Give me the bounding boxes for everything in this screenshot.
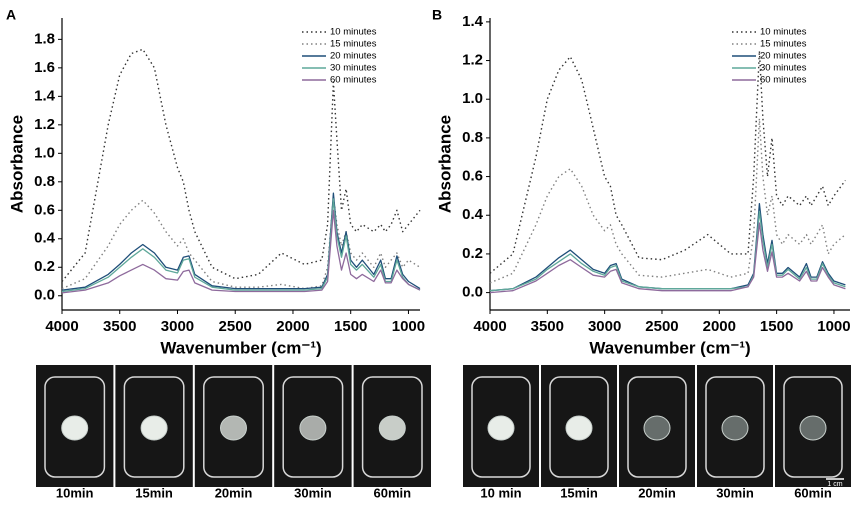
- y-tick-label: 1.2: [34, 116, 55, 133]
- y-tick-label: 1.4: [34, 87, 56, 104]
- panel-label: B: [432, 7, 442, 23]
- x-tick-label: 4000: [473, 318, 506, 335]
- x-tick-label: 3500: [531, 318, 564, 335]
- x-axis-title: Wavenumber (cm⁻¹): [160, 338, 321, 357]
- legend-label: 30 minutes: [330, 63, 377, 74]
- x-tick-label: 1500: [760, 318, 793, 335]
- x-tick-label: 4000: [45, 318, 78, 335]
- x-tick-label: 1500: [334, 318, 367, 335]
- slide-outline: [471, 376, 531, 478]
- slide-outline: [203, 376, 264, 478]
- photo-caption: 15min: [135, 485, 173, 500]
- photo-caption: 10min: [56, 485, 94, 500]
- x-tick-label: 3000: [161, 318, 194, 335]
- x-tick-label: 1000: [817, 318, 850, 335]
- y-tick-label: 0.0: [462, 284, 483, 301]
- x-tick-label: 2500: [219, 318, 252, 335]
- hydrogel: [140, 415, 168, 441]
- y-axis-title: Absorbance: [7, 115, 26, 213]
- photo-caption: 20min: [215, 485, 253, 500]
- photo-caption: 10 min: [480, 485, 521, 500]
- scale-bar-label: 1 cm: [827, 481, 842, 488]
- slide-outline: [783, 376, 843, 478]
- y-tick-label: 1.0: [34, 144, 55, 161]
- y-tick-label: 0.6: [462, 168, 483, 185]
- hydrogel: [487, 415, 515, 441]
- series-line: [61, 48, 421, 282]
- x-tick-label: 3500: [103, 318, 136, 335]
- x-axis-title: Wavenumber (cm⁻¹): [589, 338, 750, 357]
- y-tick-label: 1.4: [462, 13, 484, 30]
- slide-outline: [361, 376, 423, 478]
- photo-caption: 15min: [560, 485, 598, 500]
- slide-outline: [705, 376, 765, 478]
- y-axis-title: Absorbance: [435, 115, 454, 213]
- legend-label: 60 minutes: [760, 75, 807, 86]
- hydrogel: [61, 415, 89, 441]
- series-line: [61, 198, 421, 293]
- slide-outline: [44, 376, 106, 478]
- photo-caption: 20min: [638, 485, 676, 500]
- y-tick-label: 1.8: [34, 30, 55, 47]
- photo-caption: 30min: [716, 485, 754, 500]
- y-tick-label: 0.0: [34, 287, 55, 304]
- x-tick-label: 2000: [276, 318, 309, 335]
- y-tick-label: 0.8: [462, 129, 483, 146]
- legend-label: 10 minutes: [330, 27, 377, 38]
- hydrogel: [565, 415, 593, 441]
- legend-label: 30 minutes: [760, 63, 807, 74]
- photo-caption: 60min: [794, 485, 832, 500]
- y-tick-label: 1.0: [462, 90, 483, 107]
- hydrogel: [799, 415, 827, 441]
- y-tick-label: 0.8: [34, 173, 55, 190]
- y-tick-label: 0.4: [34, 230, 56, 247]
- panel-label: A: [6, 7, 16, 23]
- hydrogel: [721, 415, 749, 441]
- legend-label: 10 minutes: [760, 27, 807, 38]
- series-line: [489, 222, 846, 294]
- y-tick-label: 0.6: [34, 201, 55, 218]
- series-line: [489, 210, 846, 292]
- photo-caption: 30min: [294, 485, 332, 500]
- legend-label: 20 minutes: [330, 51, 377, 62]
- series-line: [61, 195, 421, 290]
- y-tick-label: 1.2: [462, 52, 483, 69]
- slide-outline: [549, 376, 609, 478]
- series-line: [61, 209, 421, 294]
- y-tick-label: 0.2: [34, 258, 55, 275]
- legend-label: 15 minutes: [330, 39, 377, 50]
- legend-label: 60 minutes: [330, 75, 377, 86]
- hydrogel: [220, 415, 247, 441]
- x-tick-label: 2000: [703, 318, 736, 335]
- x-tick-label: 1000: [392, 318, 425, 335]
- slide-outline: [282, 376, 344, 478]
- photo-caption: 60min: [374, 485, 412, 500]
- y-tick-label: 0.2: [462, 245, 483, 262]
- series-line: [61, 192, 421, 291]
- y-tick-label: 1.6: [34, 59, 55, 76]
- x-tick-label: 2500: [645, 318, 678, 335]
- slide-outline: [123, 376, 185, 478]
- hydrogel: [643, 415, 671, 441]
- x-tick-label: 3000: [588, 318, 621, 335]
- hydrogel: [378, 415, 406, 441]
- y-tick-label: 0.4: [462, 206, 484, 223]
- slide-outline: [627, 376, 687, 478]
- series-line: [489, 117, 846, 284]
- hydrogel: [299, 415, 327, 441]
- series-line: [489, 202, 846, 292]
- legend-label: 20 minutes: [760, 51, 807, 62]
- legend-label: 15 minutes: [760, 39, 807, 50]
